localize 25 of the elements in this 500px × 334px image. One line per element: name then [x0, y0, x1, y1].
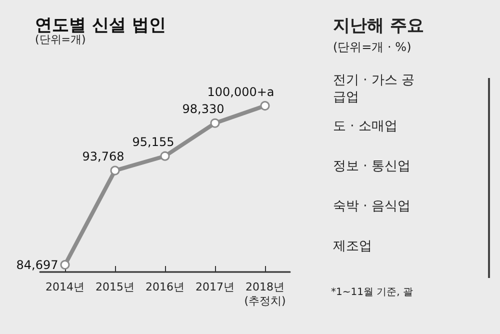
point	[210, 118, 220, 128]
text: 지난해 주요	[333, 15, 425, 37]
data-label: 93,768	[82, 150, 124, 164]
x-tick-label: 2017년	[196, 280, 234, 294]
point	[110, 166, 120, 176]
x-tick-label: 2016년	[146, 280, 184, 294]
text: (단위=개 · %)	[333, 39, 412, 56]
x-tick-label: 2015년	[96, 280, 134, 294]
data-label: 84,697	[16, 258, 58, 272]
data-label: 98,330	[182, 102, 224, 116]
x-tick-label: 2014년	[46, 280, 84, 294]
text: 숙박 · 음식업	[333, 198, 412, 215]
point	[60, 260, 70, 270]
chart-subtitle: (단위=개)	[35, 33, 86, 46]
chart-title: 연도별 신설 법인	[35, 16, 166, 36]
data-label: 95,155	[132, 135, 174, 150]
data-label: 100,000+a	[207, 84, 274, 99]
text: 도 · 소매업	[333, 118, 398, 135]
text: 제조업	[333, 238, 373, 255]
text: *1~11월 기준, 괄	[331, 286, 414, 299]
point	[260, 101, 270, 111]
x-tick-label: 2018년 (추정치)	[244, 280, 286, 308]
point	[160, 151, 170, 161]
text: 전기 · 가스 공급업	[333, 72, 416, 106]
text: 정보 · 통신업	[333, 158, 412, 175]
